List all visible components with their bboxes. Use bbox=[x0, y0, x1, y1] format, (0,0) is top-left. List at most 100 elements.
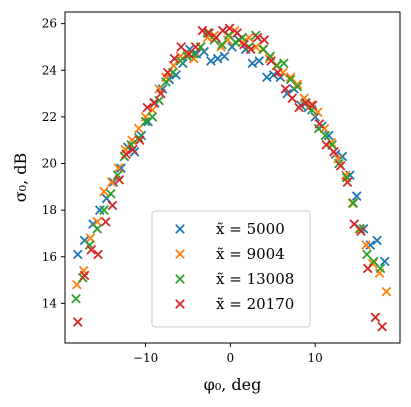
data-point bbox=[278, 58, 289, 69]
data-point bbox=[128, 144, 138, 155]
data-point bbox=[230, 37, 241, 48]
legend-entry: x̃ = 13008 bbox=[175, 270, 294, 288]
data-point bbox=[169, 53, 180, 64]
data-point bbox=[356, 226, 366, 236]
data-point bbox=[140, 116, 151, 127]
data-point bbox=[252, 32, 263, 43]
data-point bbox=[147, 105, 158, 115]
data-point bbox=[94, 205, 105, 215]
data-point bbox=[245, 44, 256, 55]
legend-entry: x̃ = 9004 bbox=[175, 245, 285, 263]
data-point bbox=[301, 98, 311, 108]
data-point bbox=[175, 249, 185, 259]
data-point bbox=[212, 53, 223, 64]
data-point bbox=[232, 28, 243, 38]
data-point bbox=[92, 216, 103, 227]
data-point bbox=[329, 147, 339, 157]
data-point bbox=[321, 140, 332, 150]
data-point bbox=[176, 42, 187, 52]
data-point bbox=[310, 112, 321, 122]
data-point bbox=[190, 42, 201, 52]
y-tick-label: 20 bbox=[42, 157, 57, 171]
data-point bbox=[107, 200, 118, 211]
data-point bbox=[149, 98, 159, 108]
axes: −10 0 10 14 16 18 20 22 24 26 bbox=[42, 17, 323, 365]
data-point bbox=[224, 23, 235, 34]
data-point bbox=[292, 81, 303, 92]
legend-box bbox=[151, 210, 311, 328]
data-point bbox=[351, 191, 362, 201]
data-point bbox=[377, 321, 388, 332]
data-point bbox=[147, 112, 158, 122]
data-point bbox=[323, 130, 334, 141]
data-point bbox=[100, 216, 111, 227]
data-point bbox=[162, 67, 173, 78]
data-point bbox=[175, 299, 185, 309]
data-point bbox=[312, 107, 323, 118]
x-axis-label: φ₀, deg bbox=[204, 375, 262, 394]
data-point bbox=[197, 25, 208, 36]
legend-entry: x̃ = 20170 bbox=[175, 295, 294, 313]
data-point bbox=[99, 186, 109, 197]
data-point bbox=[262, 72, 272, 83]
data-point bbox=[134, 135, 145, 146]
data-point bbox=[247, 58, 258, 69]
series-4 bbox=[72, 23, 388, 332]
data-point bbox=[292, 79, 303, 90]
legend-entry: x̃ = 5000 bbox=[175, 220, 285, 238]
data-point bbox=[217, 25, 228, 36]
legend-label: x̃ = 13008 bbox=[216, 270, 294, 288]
data-point bbox=[320, 130, 331, 141]
data-point bbox=[307, 100, 318, 111]
y-tick-label: 18 bbox=[42, 203, 57, 217]
data-point bbox=[204, 28, 215, 38]
legend-label: x̃ = 5000 bbox=[216, 220, 285, 238]
data-marks bbox=[71, 23, 392, 332]
plot-frame bbox=[64, 11, 401, 344]
data-point bbox=[342, 177, 353, 187]
legend: x̃ = 5000 x̃ = 9004 x̃ = 13008 x̃ = 20170 bbox=[151, 210, 311, 328]
data-point bbox=[365, 240, 376, 250]
data-point bbox=[335, 161, 346, 171]
data-point bbox=[108, 177, 119, 187]
data-point bbox=[155, 88, 166, 99]
x-tick-label: 10 bbox=[308, 351, 323, 365]
y-tick-label: 16 bbox=[42, 250, 57, 264]
data-point bbox=[314, 119, 325, 129]
data-point bbox=[154, 95, 164, 106]
x-tick-label: −10 bbox=[133, 351, 158, 365]
data-point bbox=[355, 223, 365, 234]
data-point bbox=[340, 170, 351, 181]
data-point bbox=[275, 72, 286, 83]
data-point bbox=[86, 244, 97, 255]
data-point bbox=[79, 270, 90, 281]
data-point bbox=[121, 149, 131, 160]
data-point bbox=[72, 249, 83, 260]
data-point bbox=[133, 133, 144, 143]
data-point bbox=[92, 223, 103, 234]
data-point bbox=[239, 39, 249, 50]
data-point bbox=[266, 56, 276, 66]
legend-label: x̃ = 9004 bbox=[216, 245, 285, 263]
data-point bbox=[273, 67, 283, 78]
data-point bbox=[362, 263, 373, 274]
y-tick-label: 24 bbox=[42, 63, 58, 77]
y-tick-label: 26 bbox=[42, 17, 57, 31]
data-point bbox=[206, 56, 216, 66]
data-point bbox=[259, 35, 270, 45]
data-point bbox=[254, 56, 265, 66]
data-point bbox=[99, 205, 109, 215]
data-point bbox=[72, 317, 83, 327]
data-point bbox=[287, 93, 298, 104]
data-point bbox=[280, 84, 291, 94]
data-point bbox=[175, 224, 185, 234]
data-point bbox=[375, 263, 386, 274]
y-axis-label: σ₀, dB bbox=[11, 153, 30, 203]
x-tick-label: 0 bbox=[227, 351, 235, 365]
data-point bbox=[142, 102, 153, 113]
data-point bbox=[175, 56, 186, 66]
data-point bbox=[93, 249, 103, 260]
data-point bbox=[114, 174, 125, 185]
data-point bbox=[116, 163, 126, 174]
